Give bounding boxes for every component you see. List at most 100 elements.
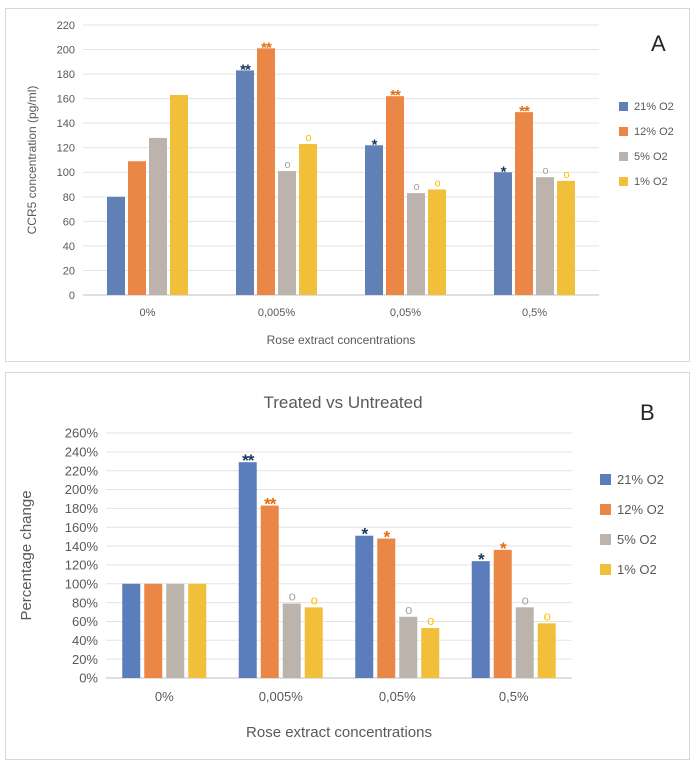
legend-swatch (600, 474, 611, 485)
bar-12o2-2 (386, 96, 404, 295)
chart-b-svg: 0% 20% 40% 60% 80% 100% 120% 140% 160% 180% 200% 22… (18, 393, 664, 741)
panel-letter: B (640, 400, 655, 425)
y-tick-label: 220 (57, 20, 75, 32)
bar-12o2-3 (515, 112, 533, 296)
bar-5o2-0 (166, 583, 185, 678)
chart-panel-b: 0% 20% 40% 60% 80% 100% 120% 140% 160% 180% 200% 22… (5, 372, 690, 760)
x-category-label: 0,005% (259, 689, 304, 704)
bar-12o2-1 (257, 48, 275, 296)
legend-label: 5% O2 (634, 151, 668, 163)
bar-21o2-0 (107, 196, 125, 295)
significance-stars: * (500, 539, 507, 558)
bar-21o2-3 (494, 172, 512, 295)
y-tick-label: 260% (65, 426, 99, 441)
bar-1o2-3 (557, 180, 575, 295)
legend-label: 1% O2 (617, 562, 657, 577)
significance-circle: o (522, 592, 529, 607)
significance-circle: o (405, 602, 412, 617)
legend-label: 21% O2 (634, 101, 674, 113)
bar-21o2-0 (122, 583, 141, 678)
legend-swatch (619, 102, 628, 111)
y-tick-label: 60% (72, 614, 98, 629)
legend-swatch (600, 564, 611, 575)
bar-5o2-3 (536, 177, 554, 295)
x-category-label: 0% (155, 689, 174, 704)
y-axis-title: CCR5 concentration (pg/ml) (25, 86, 39, 235)
bar-1o2-2 (428, 189, 446, 295)
panel-letter: A (651, 31, 666, 56)
bar-1o2-3 (537, 623, 556, 678)
bar-21o2-1 (238, 462, 257, 678)
y-tick-label: 100 (57, 167, 75, 179)
bar-1o2-1 (299, 144, 317, 295)
significance-circle: o (434, 177, 440, 189)
bar-21o2-2 (365, 145, 383, 295)
y-tick-label: 40% (72, 633, 98, 648)
legend-label: 12% O2 (634, 126, 674, 138)
y-tick-label: 20 (63, 265, 75, 277)
legend-swatch (619, 177, 628, 186)
bar-12o2-0 (128, 161, 146, 295)
bar-5o2-0 (149, 137, 167, 295)
significance-stars: * (501, 163, 507, 180)
significance-stars: ** (240, 61, 251, 78)
bar-21o2-1 (236, 70, 254, 295)
significance-stars: ** (519, 103, 530, 120)
chart-title: Treated vs Untreated (263, 393, 422, 412)
significance-circle: o (542, 165, 548, 177)
y-tick-label: 120% (65, 558, 99, 573)
y-tick-label: 140 (57, 118, 75, 130)
y-tick-label: 160 (57, 94, 75, 106)
bar-12o2-1 (260, 505, 279, 678)
y-tick-label: 0 (69, 290, 75, 302)
significance-circle: o (413, 181, 419, 193)
significance-circle: o (284, 159, 290, 171)
bar-1o2-2 (421, 628, 440, 678)
bar-12o2-3 (493, 549, 512, 678)
x-axis-title: Rose extract concentrations (246, 724, 432, 741)
significance-stars: ** (264, 495, 277, 514)
bar-21o2-2 (355, 535, 374, 678)
y-tick-label: 160% (65, 520, 99, 535)
x-axis-title: Rose extract concentrations (267, 333, 416, 347)
significance-stars: ** (261, 39, 272, 56)
legend-swatch (619, 152, 628, 161)
y-tick-label: 80% (72, 595, 98, 610)
legend-label: 12% O2 (617, 502, 664, 517)
significance-stars: ** (242, 451, 255, 470)
significance-circle: o (427, 613, 434, 628)
y-tick-label: 140% (65, 539, 99, 554)
y-tick-label: 0% (79, 671, 98, 686)
bar-5o2-3 (515, 607, 534, 678)
legend-swatch (600, 534, 611, 545)
bar-5o2-2 (399, 616, 418, 678)
y-tick-label: 120 (57, 143, 75, 155)
y-axis-title: Percentage change (18, 490, 35, 620)
bar-21o2-3 (471, 561, 490, 678)
significance-circle: o (563, 169, 569, 181)
legend-label: 5% O2 (617, 532, 657, 547)
significance-circle: o (305, 132, 311, 144)
y-tick-label: 240% (65, 445, 99, 460)
significance-stars: * (383, 528, 390, 547)
x-category-label: 0% (140, 307, 156, 319)
legend-label: 1% O2 (634, 176, 668, 188)
y-tick-label: 40 (63, 241, 75, 253)
x-category-label: 0,05% (390, 307, 421, 319)
y-tick-label: 100% (65, 576, 99, 591)
legend-swatch (619, 127, 628, 136)
y-tick-label: 80 (63, 192, 75, 204)
legend-swatch (600, 504, 611, 515)
bar-1o2-0 (170, 94, 188, 295)
chart-panel-a: 0 20 40 60 80 100 120 140 160 180 200 220 0% ** ** o o 0,… (5, 8, 690, 362)
bar-1o2-1 (304, 607, 323, 678)
bar-5o2-2 (407, 193, 425, 295)
y-tick-label: 180% (65, 501, 99, 516)
x-category-label: 0,5% (499, 689, 529, 704)
bar-12o2-2 (377, 538, 396, 678)
bar-5o2-1 (282, 603, 301, 678)
significance-circle: o (544, 608, 551, 623)
y-tick-label: 180 (57, 69, 75, 81)
y-tick-label: 200 (57, 45, 75, 57)
legend-label: 21% O2 (617, 472, 664, 487)
